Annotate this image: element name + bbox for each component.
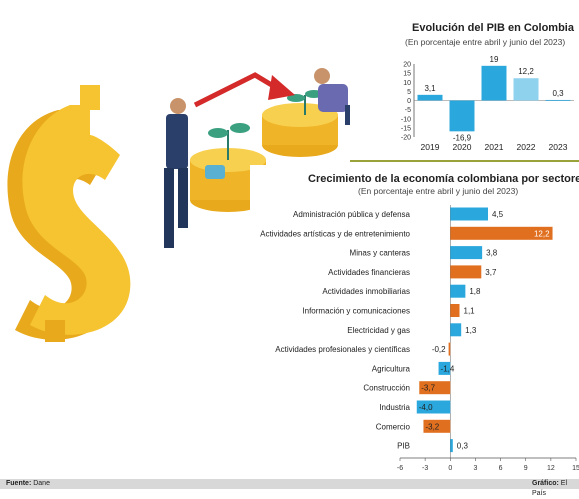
chart2-category-label: Construcción xyxy=(363,384,410,393)
chart2-data-label: 3,8 xyxy=(486,249,498,258)
man-left-figure xyxy=(164,98,188,248)
chart1-y-tick: -20 xyxy=(401,135,411,142)
chart1-bar xyxy=(449,100,475,132)
dollar-sign-icon xyxy=(7,85,131,342)
chart2-x-tick: 3 xyxy=(473,465,477,472)
chart2-category-label: Información y comunicaciones xyxy=(302,307,410,316)
chart2-category-label: Minas y canteras xyxy=(350,249,410,258)
footer-graphic: Gráfico: El País xyxy=(532,480,568,497)
chart2-data-label: -4,0 xyxy=(419,403,433,412)
chart2-data-label: 1,3 xyxy=(465,326,477,335)
chart1-y-tick: -10 xyxy=(401,116,411,123)
chart2-subtitle: (En porcentaje entre abril y junio del 2… xyxy=(358,186,519,196)
chart1-y-tick: 10 xyxy=(403,80,411,87)
chart2-bar xyxy=(450,207,488,221)
chart2-data-label: -3,7 xyxy=(421,384,435,393)
chart2-x-tick: -6 xyxy=(397,465,403,472)
chart1-x-tick: 2021 xyxy=(485,142,504,152)
arrow-icon xyxy=(193,72,295,108)
chart2-bar xyxy=(423,419,451,433)
illustration xyxy=(7,68,380,342)
chart2-x-tick: -3 xyxy=(422,465,428,472)
chart2-data-label: -1,4 xyxy=(441,364,455,373)
chart2-bar xyxy=(450,284,466,298)
chart1-x-tick: 2020 xyxy=(453,142,472,152)
chart2-category-label: Comercio xyxy=(376,422,411,431)
chart2-data-label: -3,2 xyxy=(425,422,439,431)
chart2-category-label: PIB xyxy=(397,442,410,451)
chart1-y-tick: -5 xyxy=(405,107,411,114)
chart1-bar xyxy=(513,78,539,101)
chart2-data-label: 0,3 xyxy=(457,442,469,451)
chart2-bar xyxy=(438,361,451,375)
chart2-data-label: 4,5 xyxy=(492,210,504,219)
chart1-y-tick: -15 xyxy=(401,125,411,132)
footer-source: Fuente: Dane xyxy=(6,480,50,487)
chart1-title: Evolución del PIB en Colombia xyxy=(412,22,574,34)
chart2-data-label: 3,7 xyxy=(485,268,497,277)
chart2-data-label: 12,2 xyxy=(534,229,550,238)
chart2-category-label: Actividades financieras xyxy=(328,268,410,277)
chart2-category-label: Actividades profesionales y científicas xyxy=(275,345,410,354)
coin-stack-right xyxy=(262,103,338,157)
top-chart-panel xyxy=(350,0,579,162)
chart1-x-tick: 2019 xyxy=(421,142,440,152)
chart2-x-tick: 6 xyxy=(499,465,503,472)
chart1-y-tick: 0 xyxy=(407,98,411,105)
chart2-bar xyxy=(448,342,451,356)
chart2-x-tick: 0 xyxy=(448,465,452,472)
footer: Fuente: Dane Gráfico: El País xyxy=(0,479,579,497)
chart2-bar xyxy=(450,265,482,279)
chart2-data-label: 1,8 xyxy=(469,287,481,296)
chart2-data-label: 1,1 xyxy=(464,307,476,316)
chart1-data-label: 19 xyxy=(490,55,499,64)
chart1-data-label: 3,1 xyxy=(424,84,436,93)
chart2-category-label: Actividades artísticas y de entretenimie… xyxy=(260,229,410,238)
chart1-x-tick: 2023 xyxy=(549,142,568,152)
chart2-category-label: Administración pública y defensa xyxy=(293,210,411,219)
watering-can-icon xyxy=(205,165,225,179)
chart2-title: Crecimiento de la economía colombiana po… xyxy=(308,173,579,185)
bottom-chart-panel xyxy=(250,165,579,485)
chart2-category-label: Industria xyxy=(379,403,410,412)
chart2-bar xyxy=(450,304,460,317)
chart2-bar xyxy=(419,381,451,395)
chart1-subtitle: (En porcentaje entre abril y junio del 2… xyxy=(405,37,566,47)
chart2-category-label: Actividades inmobiliarias xyxy=(322,287,410,296)
chart1-y-tick: 20 xyxy=(403,62,411,69)
chart1-bar xyxy=(545,99,571,101)
plant-left-icon xyxy=(208,123,250,160)
chart1-y-tick: 15 xyxy=(403,71,411,78)
chart1-x-tick: 2022 xyxy=(517,142,536,152)
chart2-x-tick: 12 xyxy=(547,465,555,472)
chart2-bar xyxy=(450,323,462,337)
chart2-x-tick: 9 xyxy=(524,465,528,472)
chart1-data-label: 12,2 xyxy=(518,67,534,76)
chart2-data-label: -0,2 xyxy=(432,345,446,354)
chart2-bar xyxy=(450,226,553,240)
chart1-data-label: -16,9 xyxy=(453,133,472,142)
sector-growth-chart: -6 -3 0 3 6 9 12 15 Administración pública y def… xyxy=(260,205,579,472)
chart2-category-label: Agricultura xyxy=(372,364,411,373)
chart2-bar xyxy=(450,246,483,260)
chart1-data-label: 0,3 xyxy=(552,89,564,98)
chart2-category-label: Electricidad y gas xyxy=(347,326,410,335)
chart1-y-tick: 5 xyxy=(407,89,411,96)
chart2-x-tick: 15 xyxy=(572,465,579,472)
chart1-bar xyxy=(417,94,443,101)
chart1-bar xyxy=(481,65,507,101)
chart2-bar xyxy=(416,400,451,414)
chart2-bar xyxy=(450,439,453,453)
